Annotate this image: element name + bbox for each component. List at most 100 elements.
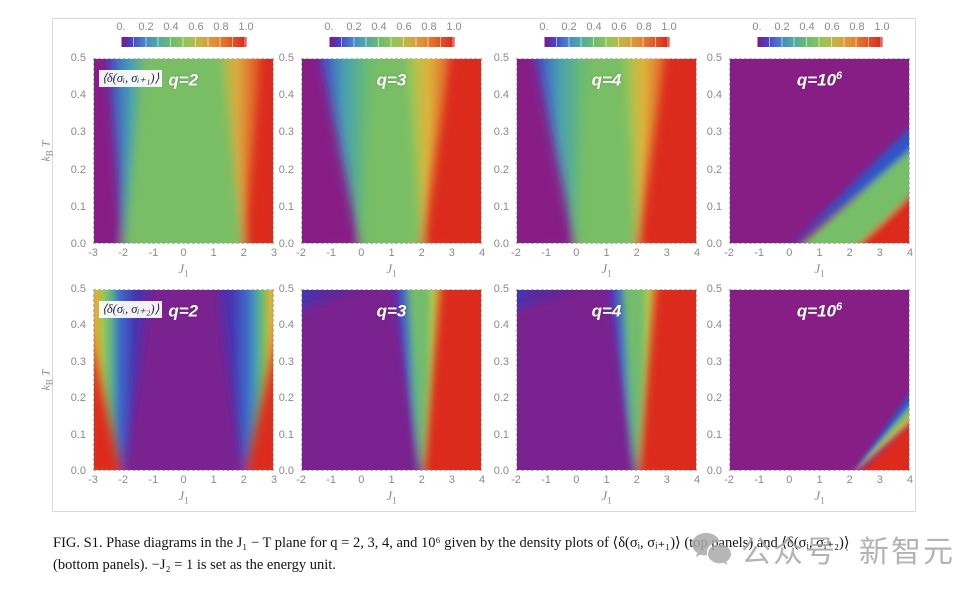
y-axis-title: kBT <box>38 369 55 391</box>
colorbar: 0. 0.2 0.4 0.6 0.8 1.0 <box>324 21 462 47</box>
x-tick-label: 0 <box>358 474 365 486</box>
y-tick-label: 0.0 <box>493 465 509 477</box>
x-tick-label: 0 <box>358 247 365 259</box>
colorbar-tick-label: 0.4 <box>586 21 602 33</box>
x-tick-label: -2 <box>118 247 129 259</box>
x-tick-label: 1 <box>388 474 395 486</box>
density-plot: ⟨δ(σᵢ, σᵢ₊₂)⟩ q=2 <box>93 289 274 471</box>
x-axis-title: J1 <box>386 488 397 506</box>
watermark-account-text: 公众号 <box>741 536 837 569</box>
x-tick-label: 1 <box>603 247 610 259</box>
y-tick-label: 0.3 <box>278 126 294 139</box>
y-axis-ticks: 0.5 0.4 0.3 0.2 0.1 0.0 <box>59 52 89 250</box>
y-axis-ticks: 0.5 0.4 0.3 0.2 0.1 0.0 <box>482 283 512 477</box>
y-tick-label: 0.0 <box>70 238 86 250</box>
colorbar-tick-label: 0.4 <box>371 21 387 33</box>
panel-bottom-q3: 0.5 0.4 0.3 0.2 0.1 0.0 q=3 -2 -1 0 1 2 3 4 J1 <box>279 283 485 506</box>
x-tick-label: 2 <box>240 474 247 486</box>
watermark-separator: · <box>844 538 852 559</box>
watermark: 公众号 · 新智元 <box>690 527 955 571</box>
y-tick-label: 0.1 <box>493 200 509 213</box>
x-tick-label: -1 <box>148 474 159 486</box>
x-axis-ticks: -2 -1 0 1 2 3 4 <box>724 474 914 486</box>
colorbar-tick-label: 0. <box>116 21 126 33</box>
x-tick-label: 0 <box>573 474 580 486</box>
x-tick-label: 0 <box>573 247 580 259</box>
x-tick-label: 0 <box>180 247 187 259</box>
x-tick-label: 1 <box>603 474 610 486</box>
colorbar-tick-label: 0.8 <box>849 21 865 33</box>
x-tick-label: 4 <box>693 474 701 486</box>
colorbar-tick-label: 1.0 <box>874 21 890 33</box>
colorbar-tick-label: 0.2 <box>346 21 362 33</box>
x-axis-title: J1 <box>814 488 825 506</box>
y-tick-label: 0.4 <box>70 319 86 332</box>
x-axis-ticks: -3 -2 -1 0 1 2 3 <box>88 247 277 259</box>
x-tick-label: 0 <box>180 474 187 486</box>
y-tick-label: 0.3 <box>278 355 294 368</box>
caption-line-1: FIG. S1. Phase diagrams in the J₁ − T pl… <box>53 535 850 551</box>
x-tick-label: 2 <box>240 247 247 259</box>
colorbar-tick-label: 1.0 <box>661 21 677 33</box>
panel-top-q1e6: 0. 0.2 0.4 0.6 0.8 1.0 0.5 0.4 0.3 0.2 0.1 0.0 q=1… <box>707 21 913 279</box>
y-tick-label: 0.1 <box>706 428 722 441</box>
colorbar-tick-label: 0.4 <box>163 21 179 33</box>
x-tick-label: -1 <box>754 247 765 259</box>
y-tick-label: 0.1 <box>70 200 86 213</box>
panel-top-q2: 0. 0.2 0.4 0.6 0.8 1.0 kBT 0.5 0.4 0.3 0.2 0.1 0.0… <box>38 21 277 279</box>
y-axis-ticks: 0.5 0.4 0.3 0.2 0.1 0.0 <box>267 283 297 477</box>
x-tick-label: -2 <box>724 247 734 259</box>
x-axis-title: J1 <box>178 261 189 279</box>
colorbar-tick-label: 0.2 <box>774 21 790 33</box>
y-tick-label: 0.3 <box>70 126 86 139</box>
x-tick-label: 0 <box>786 474 793 486</box>
x-tick-label: 3 <box>876 247 883 259</box>
y-tick-label: 0.0 <box>706 465 722 477</box>
x-tick-label: -1 <box>326 247 337 259</box>
y-tick-label: 0.0 <box>278 238 294 250</box>
x-tick-label: 2 <box>846 474 853 486</box>
colorbar-tick-label: 0.2 <box>138 21 154 33</box>
x-tick-label: 1 <box>210 247 217 259</box>
colorbar-tick-labels: 0. 0.2 0.4 0.6 0.8 1.0 <box>116 21 253 35</box>
y-tick-label: 0.5 <box>493 52 509 64</box>
x-tick-label: 1 <box>816 474 823 486</box>
y-tick-label: 0.2 <box>706 392 722 405</box>
x-axis-ticks: -2 -1 0 1 2 3 4 <box>296 474 485 486</box>
y-tick-label: 0.5 <box>70 52 86 64</box>
y-axis-title: kBT <box>38 140 55 162</box>
x-tick-label: -2 <box>118 474 129 486</box>
colorbar-tick-labels: 0. 0.2 0.4 0.6 0.8 1.0 <box>539 21 676 35</box>
colorbar-tick-label: 0.8 <box>213 21 229 33</box>
x-tick-label: 2 <box>633 247 640 259</box>
panel-top-q4: 0. 0.2 0.4 0.6 0.8 1.0 0.5 0.4 0.3 0.2 0.1 0.0 q=4… <box>494 21 700 279</box>
y-tick-label: 0.3 <box>493 126 509 139</box>
x-tick-label: -1 <box>541 474 552 486</box>
x-tick-label: 2 <box>418 247 425 259</box>
x-axis-ticks: -2 -1 0 1 2 3 4 <box>511 474 701 486</box>
x-axis-ticks: -3 -2 -1 0 1 2 3 <box>88 474 277 486</box>
y-tick-label: 0.4 <box>706 89 722 102</box>
y-tick-label: 0.5 <box>278 52 294 64</box>
y-tick-label: 0.5 <box>706 283 722 295</box>
x-tick-label: -1 <box>326 474 337 486</box>
y-tick-label: 0.1 <box>706 200 722 213</box>
y-tick-label: 0.0 <box>70 465 86 477</box>
x-axis-title: J1 <box>178 488 189 506</box>
y-tick-label: 0.3 <box>706 355 722 368</box>
x-tick-label: 3 <box>448 474 455 486</box>
x-tick-label: -2 <box>724 474 734 486</box>
colorbar: 0. 0.2 0.4 0.6 0.8 1.0 <box>116 21 254 47</box>
density-plot: ⟨δ(σᵢ, σᵢ₊₁)⟩ q=2 <box>93 58 274 244</box>
y-tick-label: 0.4 <box>493 89 509 102</box>
x-tick-label: 4 <box>906 474 914 486</box>
x-axis-title: J1 <box>601 261 612 279</box>
x-tick-label: -2 <box>511 247 521 259</box>
x-axis-ticks: -2 -1 0 1 2 3 4 <box>724 247 913 259</box>
x-tick-label: -2 <box>296 247 306 259</box>
x-tick-label: -3 <box>88 247 98 259</box>
y-tick-label: 0.3 <box>493 355 509 368</box>
density-plot: q=4 <box>516 289 697 471</box>
x-tick-label: -1 <box>754 474 765 486</box>
colorbar-gradient <box>544 37 669 47</box>
